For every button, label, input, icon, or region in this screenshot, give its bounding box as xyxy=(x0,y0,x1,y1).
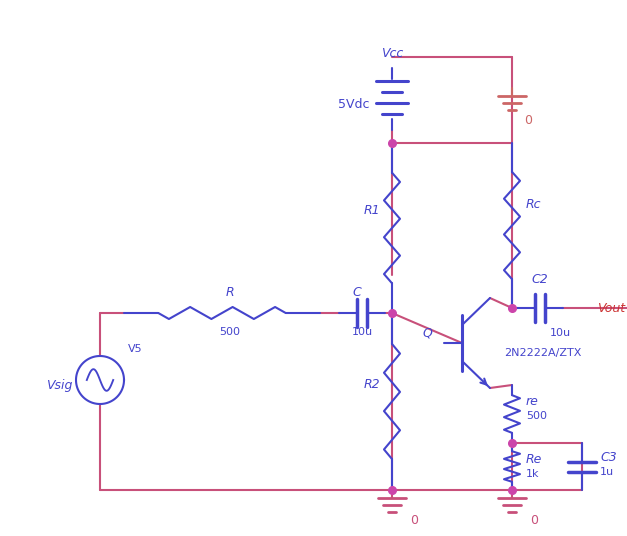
Text: R: R xyxy=(226,286,234,299)
Text: R2: R2 xyxy=(364,378,380,391)
Text: 1u: 1u xyxy=(600,467,614,477)
Text: V5: V5 xyxy=(128,344,142,354)
Text: C: C xyxy=(352,286,361,299)
Text: 1k: 1k xyxy=(526,469,539,479)
Text: Re: Re xyxy=(526,453,542,466)
Text: 500: 500 xyxy=(219,327,241,337)
Text: Vout: Vout xyxy=(597,301,625,315)
Text: 0: 0 xyxy=(524,114,532,126)
Text: re: re xyxy=(526,395,539,408)
Text: Vsig: Vsig xyxy=(46,378,72,391)
Text: Vcc: Vcc xyxy=(381,47,403,60)
Text: 2N2222A/ZTX: 2N2222A/ZTX xyxy=(504,348,581,358)
Text: 500: 500 xyxy=(526,411,547,421)
Text: 0: 0 xyxy=(410,513,418,526)
Text: 5Vdc: 5Vdc xyxy=(339,98,370,110)
Text: 10u: 10u xyxy=(550,328,571,338)
Text: 10u: 10u xyxy=(352,327,372,337)
Text: C3: C3 xyxy=(600,451,617,464)
Text: R1: R1 xyxy=(364,204,380,217)
Text: 0: 0 xyxy=(530,513,538,526)
Text: Rc: Rc xyxy=(526,198,542,212)
Text: C2: C2 xyxy=(532,273,549,286)
Text: Q: Q xyxy=(422,326,432,339)
